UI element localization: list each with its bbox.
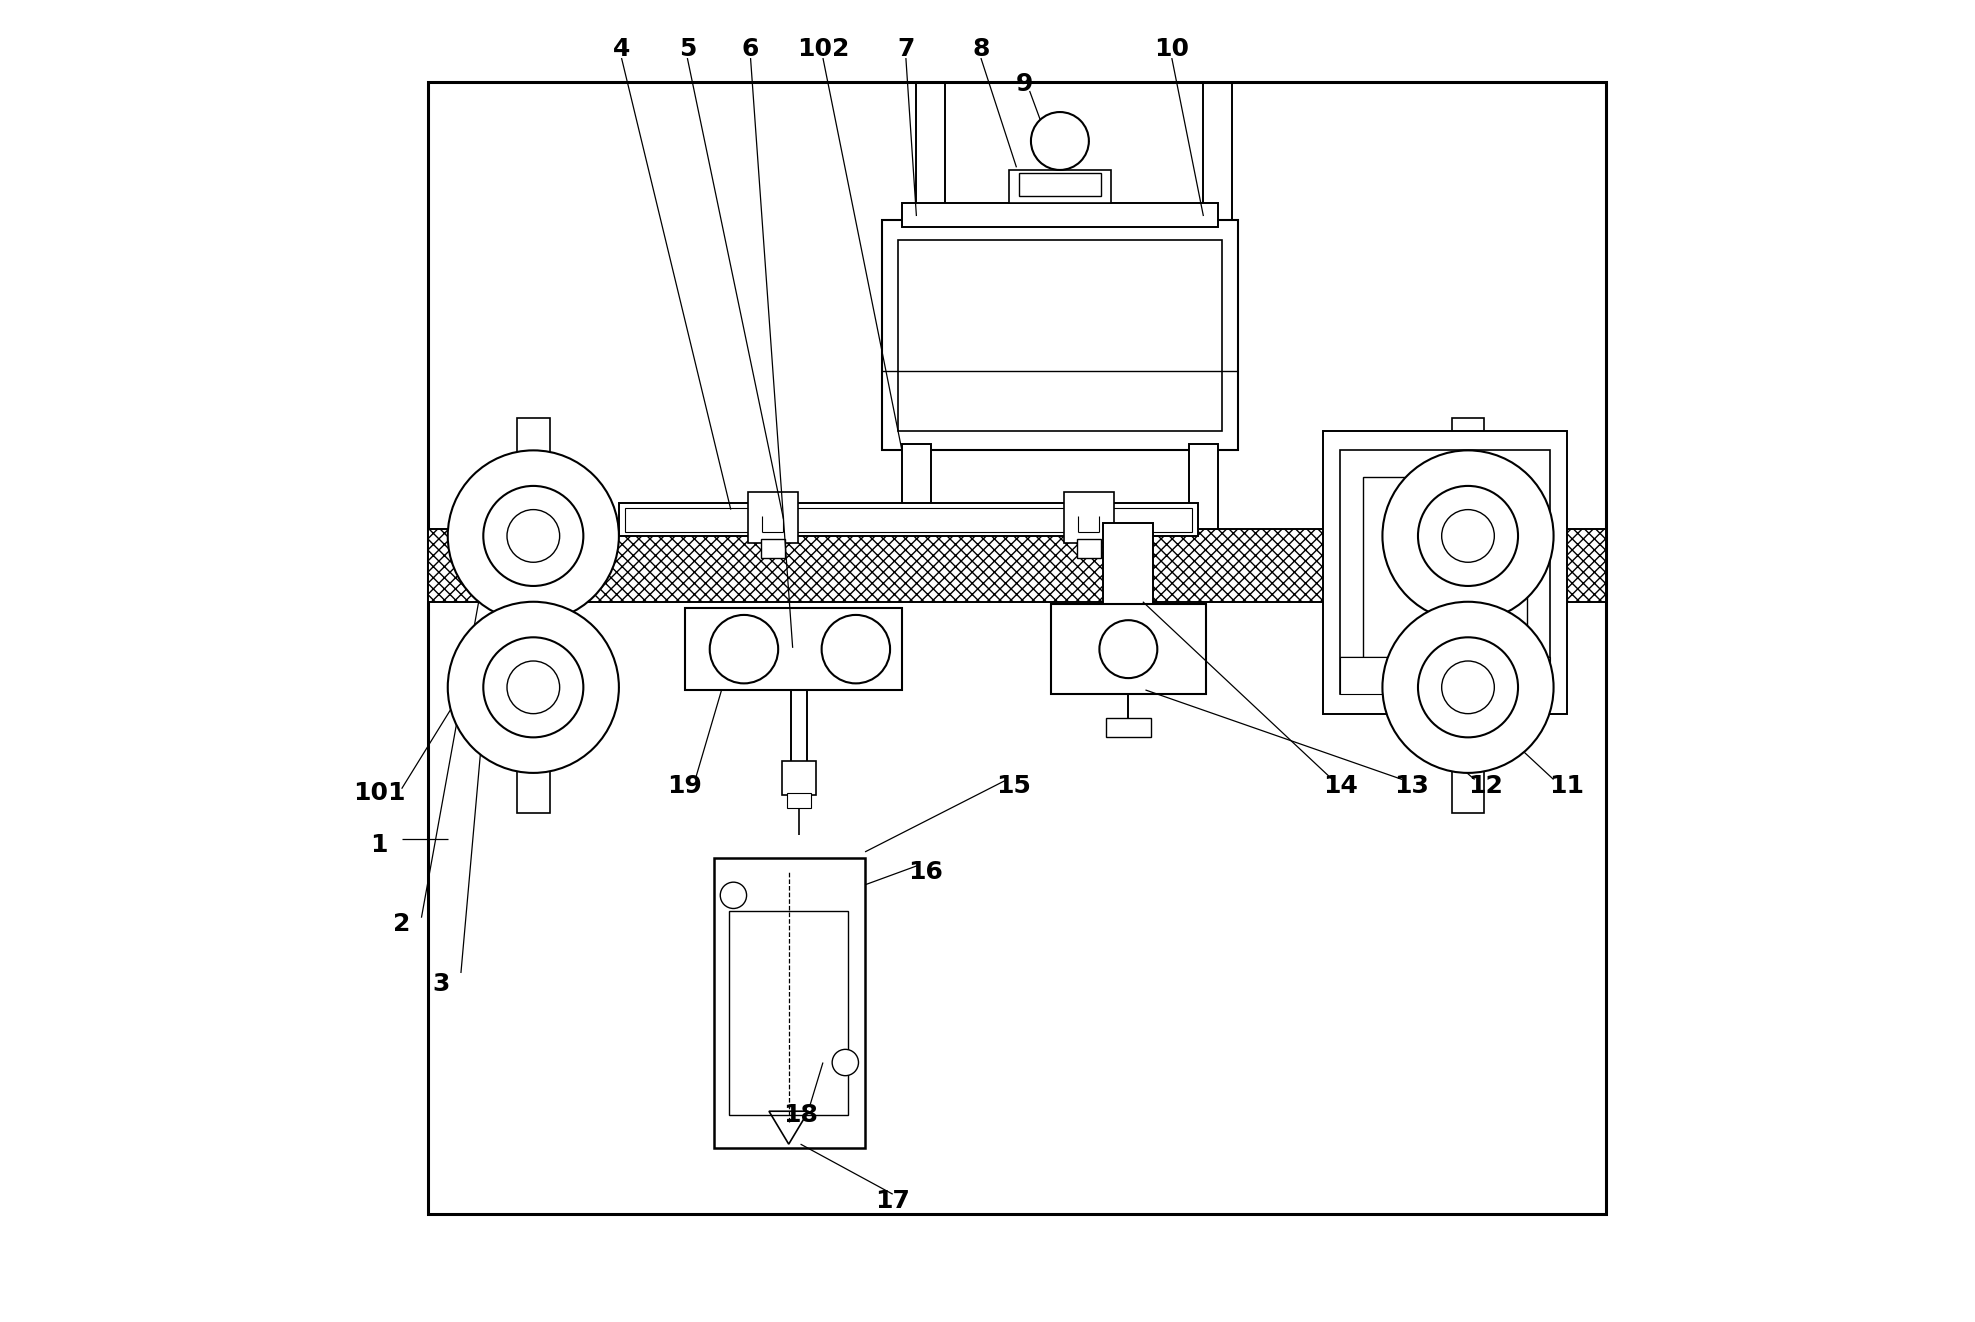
Text: 6: 6: [743, 37, 758, 61]
Text: 101: 101: [354, 781, 405, 805]
Bar: [1189, 444, 1219, 529]
Bar: [782, 761, 816, 796]
Text: 2: 2: [393, 912, 411, 936]
Bar: [429, 529, 1606, 602]
Circle shape: [484, 486, 583, 586]
Circle shape: [1100, 620, 1157, 678]
Text: 8: 8: [972, 37, 989, 61]
Circle shape: [1442, 509, 1495, 562]
Circle shape: [508, 661, 559, 714]
Bar: [788, 793, 812, 809]
Text: 11: 11: [1548, 775, 1584, 798]
Circle shape: [508, 509, 559, 562]
Bar: [1363, 477, 1527, 668]
Bar: [1106, 718, 1151, 738]
Text: 19: 19: [668, 775, 703, 798]
Text: 14: 14: [1323, 775, 1357, 798]
Circle shape: [1382, 602, 1554, 773]
Bar: [903, 202, 1219, 226]
Bar: [626, 508, 1191, 531]
Text: 5: 5: [679, 37, 695, 61]
Circle shape: [721, 882, 747, 908]
Circle shape: [1418, 486, 1519, 586]
Text: 13: 13: [1394, 775, 1428, 798]
Text: 10: 10: [1153, 37, 1189, 61]
Bar: [1341, 657, 1398, 694]
Text: 12: 12: [1467, 775, 1503, 798]
Circle shape: [484, 637, 583, 738]
Text: 102: 102: [796, 37, 849, 61]
Text: 3: 3: [433, 972, 450, 995]
Bar: [517, 419, 549, 457]
Text: 4: 4: [612, 37, 630, 61]
Bar: [1491, 657, 1550, 694]
Bar: [1452, 419, 1485, 457]
Text: 1: 1: [371, 833, 387, 857]
Text: 18: 18: [784, 1103, 818, 1128]
Circle shape: [1031, 112, 1088, 171]
Bar: [749, 493, 798, 542]
Bar: [1065, 493, 1114, 542]
Bar: [1104, 522, 1153, 608]
Bar: [760, 538, 784, 558]
Bar: [899, 239, 1223, 431]
Bar: [1009, 171, 1112, 202]
Bar: [685, 608, 903, 690]
Bar: [1452, 767, 1485, 813]
Bar: [1323, 431, 1566, 714]
Bar: [429, 82, 1606, 1214]
Circle shape: [822, 615, 891, 683]
Bar: [517, 767, 549, 813]
Bar: [1076, 538, 1100, 558]
Circle shape: [1382, 451, 1554, 621]
Bar: [713, 858, 865, 1147]
Bar: [883, 219, 1238, 451]
Circle shape: [1442, 661, 1495, 714]
Bar: [618, 504, 1199, 535]
Circle shape: [448, 602, 618, 773]
Bar: [903, 444, 930, 529]
Circle shape: [831, 1050, 859, 1076]
Text: 7: 7: [897, 37, 914, 61]
Bar: [1051, 604, 1207, 694]
Text: 15: 15: [997, 775, 1031, 798]
Text: 16: 16: [908, 859, 944, 883]
Bar: [1019, 173, 1100, 196]
Bar: [729, 911, 847, 1116]
Bar: [1341, 451, 1550, 694]
Text: 17: 17: [875, 1188, 910, 1212]
Circle shape: [709, 615, 778, 683]
Circle shape: [448, 451, 618, 621]
Text: 9: 9: [1015, 73, 1033, 97]
Circle shape: [1418, 637, 1519, 738]
